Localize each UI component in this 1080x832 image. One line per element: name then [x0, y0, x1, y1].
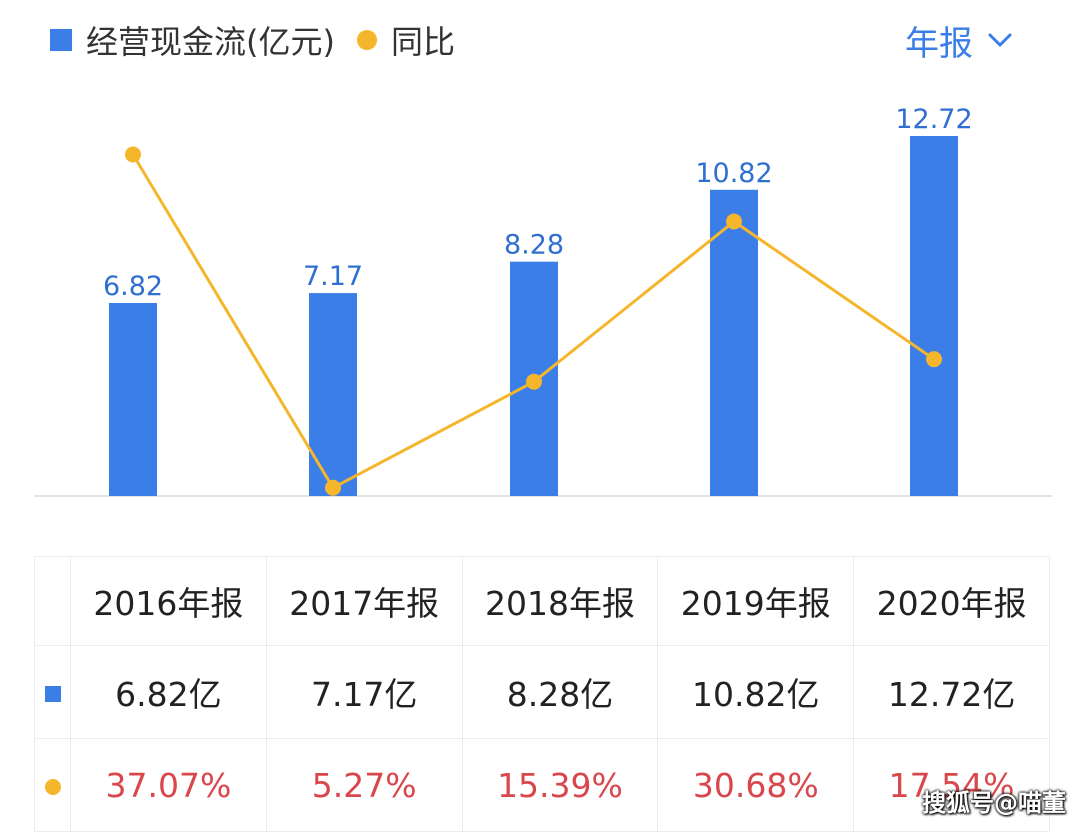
- watermark: 搜狐号@喵董: [922, 789, 1066, 817]
- table-header-cell: 2020年报: [853, 556, 1050, 646]
- bar-data-label: 6.82: [103, 271, 163, 302]
- yoy-point-2019年报: [726, 213, 742, 230]
- table-cell: 15.39%: [461, 738, 659, 832]
- table-cell: 7.17亿: [265, 645, 463, 739]
- row-marker-cell: [34, 738, 71, 832]
- table-header-cell: 2019年报: [657, 556, 855, 646]
- table-corner-cell: [34, 556, 71, 646]
- table-cell: 5.27%: [265, 738, 463, 832]
- bar-series: [109, 136, 958, 497]
- row-marker-cell: [34, 645, 71, 739]
- chart-legend: 经营现金流(亿元) 同比: [50, 18, 455, 62]
- bar-2016年报: [109, 302, 157, 496]
- bar-data-label: 10.82: [695, 158, 772, 189]
- period-selector-label: 年报: [905, 23, 973, 64]
- period-selector[interactable]: 年报: [905, 16, 1013, 64]
- yoy-point-2017年报: [325, 479, 341, 496]
- table-cell: 37.07%: [70, 738, 267, 832]
- legend-bar-swatch: [50, 29, 72, 51]
- data-table: 2016年报 2017年报 2018年报 2019年报 2020年报 6.82亿…: [34, 556, 1050, 832]
- bar-marker-icon: [44, 686, 61, 702]
- legend-line-label: 同比: [390, 23, 455, 61]
- bar-data-label: 12.72: [895, 104, 972, 135]
- bar-2019年报: [710, 189, 758, 496]
- table-header-cell: 2016年报: [70, 556, 267, 646]
- yoy-point-2018年报: [526, 373, 542, 390]
- bar-data-label: 7.17: [303, 261, 363, 292]
- table-header-cell: 2017年报: [265, 556, 463, 646]
- chevron-down-icon: [988, 33, 1012, 47]
- table-cell: 10.82亿: [657, 645, 855, 739]
- table-row-yoy: 37.07% 5.27% 15.39% 30.68% 17.54%: [34, 738, 1050, 832]
- bar-data-label: 8.28: [504, 230, 564, 261]
- yoy-points: [125, 146, 942, 496]
- legend-line-swatch: [356, 30, 377, 50]
- cash-flow-chart: 6.82 7.17 8.28 10.82 12.72: [34, 104, 1052, 497]
- table-cell: 12.72亿: [853, 645, 1050, 739]
- bar-2017年报: [309, 293, 357, 496]
- table-cell: 8.28亿: [461, 645, 659, 739]
- table-row-cash-flow: 6.82亿 7.17亿 8.28亿 10.82亿 12.72亿: [34, 645, 1050, 739]
- table-header-row: 2016年报 2017年报 2018年报 2019年报 2020年报: [34, 556, 1050, 646]
- legend-bar-label: 经营现金流(亿元): [86, 23, 335, 61]
- table-cell: 17.54%: [853, 738, 1050, 832]
- yoy-point-2020年报: [926, 351, 942, 368]
- table-header-cell: 2018年报: [461, 556, 659, 646]
- bar-data-labels: 6.82 7.17 8.28 10.82 12.72: [103, 104, 973, 302]
- yoy-point-2016年报: [125, 146, 141, 163]
- bar-2020年报: [910, 136, 958, 497]
- table-cell: 30.68%: [657, 738, 855, 832]
- table-cell: 6.82亿: [70, 645, 267, 739]
- dot-marker-icon: [44, 779, 61, 795]
